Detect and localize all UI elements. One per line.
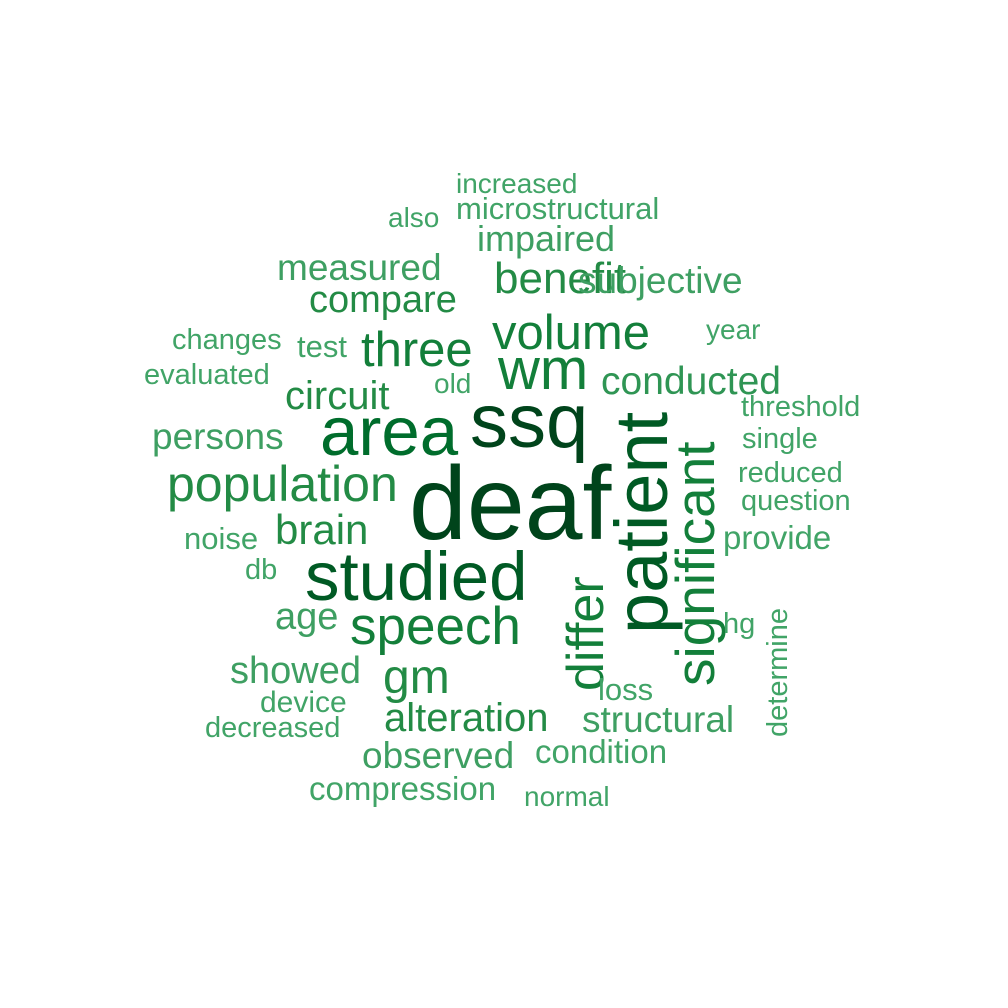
word-persons: persons	[152, 416, 284, 457]
word-gm: benefit	[494, 254, 627, 303]
word-deaf: deaf	[409, 446, 612, 562]
word-db: db	[245, 554, 278, 586]
word-age: age	[275, 596, 339, 638]
word-also: also	[388, 202, 440, 233]
word-reduced: reduced	[738, 457, 843, 489]
word-alteration: alteration	[384, 696, 549, 740]
word-threshold: threshold	[741, 391, 861, 423]
word-speech: speech	[350, 597, 521, 656]
word-compression: compression	[309, 770, 497, 807]
word-old: old	[434, 368, 472, 399]
word-compare: compare	[309, 279, 457, 321]
word-observed: observed	[362, 735, 515, 776]
word-measured: measured	[277, 247, 442, 288]
word-device: device	[260, 686, 347, 719]
word-normal: normal	[524, 781, 610, 812]
word-subjective: subjective	[578, 260, 743, 301]
word-brain: brain	[275, 506, 369, 553]
word-benefit: gm	[383, 651, 450, 704]
word-noise: noise	[184, 521, 259, 556]
word-population: population	[167, 456, 398, 512]
word-significant: significant	[664, 441, 726, 686]
word-question: question	[741, 485, 851, 517]
word-provide: provide	[723, 519, 832, 556]
word-ssq: ssq	[470, 379, 589, 464]
word-single: single	[742, 423, 818, 455]
word-three: three	[361, 323, 473, 377]
word-evaluated: evaluated	[144, 359, 270, 391]
word-structural: structural	[582, 699, 735, 740]
word-conducted: conducted	[601, 360, 781, 403]
word-area: area	[320, 393, 459, 470]
word-wm: wm	[498, 337, 589, 402]
word-circuit: circuit	[285, 374, 390, 418]
word-condition: condition	[535, 733, 668, 770]
word-impaired: impaired	[477, 218, 616, 259]
word-hg: hg	[723, 608, 756, 640]
word-year: year	[706, 314, 761, 345]
word-studied: studied	[305, 538, 528, 615]
word-test: test	[297, 329, 347, 364]
word-showed: showed	[230, 650, 361, 692]
word-microstructural: microstructural	[456, 191, 660, 226]
word-determine: determine	[762, 608, 794, 737]
word-volume: volume	[492, 306, 650, 360]
word-loss: loss	[598, 672, 654, 707]
word-increased: increased	[456, 168, 578, 199]
word-changes: changes	[172, 324, 282, 356]
word-decreased: decreased	[205, 712, 341, 744]
